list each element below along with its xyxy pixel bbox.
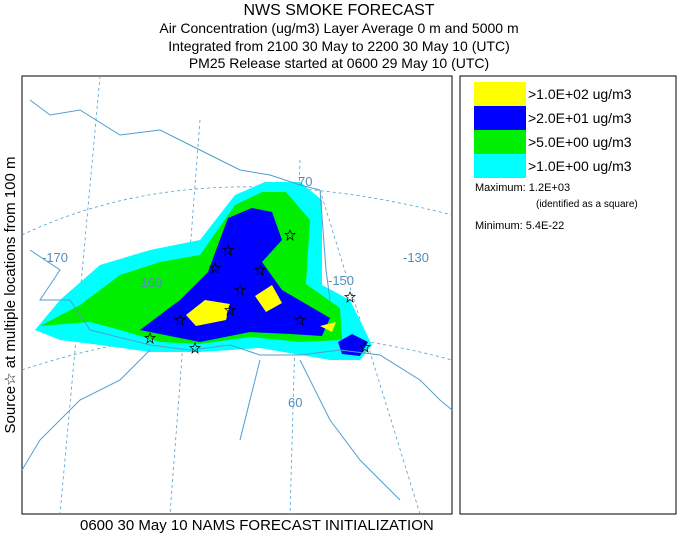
- legend-label: >5.0E+00 ug/m3: [528, 134, 632, 150]
- source-star: [174, 314, 186, 326]
- source-star: [294, 314, 306, 326]
- minimum: Minimum: 5.4E-22: [475, 220, 564, 232]
- graticule: [21, 75, 453, 515]
- maximum-note: (identified as a square): [536, 199, 638, 210]
- map: -170 -160 -150 -130 70 60: [21, 75, 453, 515]
- smoke-area: [186, 300, 230, 326]
- title: NWS SMOKE FORECAST: [243, 2, 434, 19]
- footer: 0600 30 May 10 NAMS FORECAST INITIALIZAT…: [80, 517, 434, 534]
- maximum: Maximum: 1.2E+03: [475, 182, 570, 194]
- legend-swatch: [474, 82, 526, 106]
- source-star: [344, 291, 356, 303]
- source-star: [222, 244, 234, 256]
- source-star: [224, 304, 236, 316]
- legend-swatch: [474, 106, 526, 130]
- source-star: [359, 341, 371, 353]
- legend-swatch: [474, 154, 526, 178]
- smoke-area: [140, 208, 330, 342]
- side-label: Source☆ at multiple locations from 100 m: [2, 157, 19, 434]
- grid-label: -160: [136, 275, 162, 290]
- smoke-area: [255, 285, 282, 312]
- legend-label: >2.0E+01 ug/m3: [528, 110, 632, 126]
- source-star: [209, 262, 221, 274]
- subtitle: Air Concentration (ug/m3) Layer Average …: [159, 20, 518, 36]
- subtitle: PM25 Release started at 0600 29 May 10 (…: [189, 55, 489, 71]
- grid-label: -150: [328, 273, 354, 288]
- grid-label: -130: [403, 250, 429, 265]
- source-star: [234, 284, 246, 296]
- legend-swatch: [474, 130, 526, 154]
- source-star: [254, 264, 266, 276]
- subtitle: Integrated from 2100 30 May to 2200 30 M…: [168, 38, 510, 54]
- coastline: [21, 99, 453, 501]
- grid-label: 60: [288, 395, 302, 410]
- legend-label: >1.0E+02 ug/m3: [528, 86, 632, 102]
- legend: >1.0E+02 ug/m3 >2.0E+01 ug/m3 >5.0E+00 ug/…: [459, 75, 677, 515]
- legend-label: >1.0E+00 ug/m3: [528, 158, 632, 174]
- source-star: [284, 229, 296, 241]
- source-star: [189, 342, 201, 354]
- source-star: [144, 332, 156, 344]
- smoke-area: [320, 322, 336, 332]
- grid-label: -170: [42, 250, 68, 265]
- grid-label: 70: [298, 174, 312, 189]
